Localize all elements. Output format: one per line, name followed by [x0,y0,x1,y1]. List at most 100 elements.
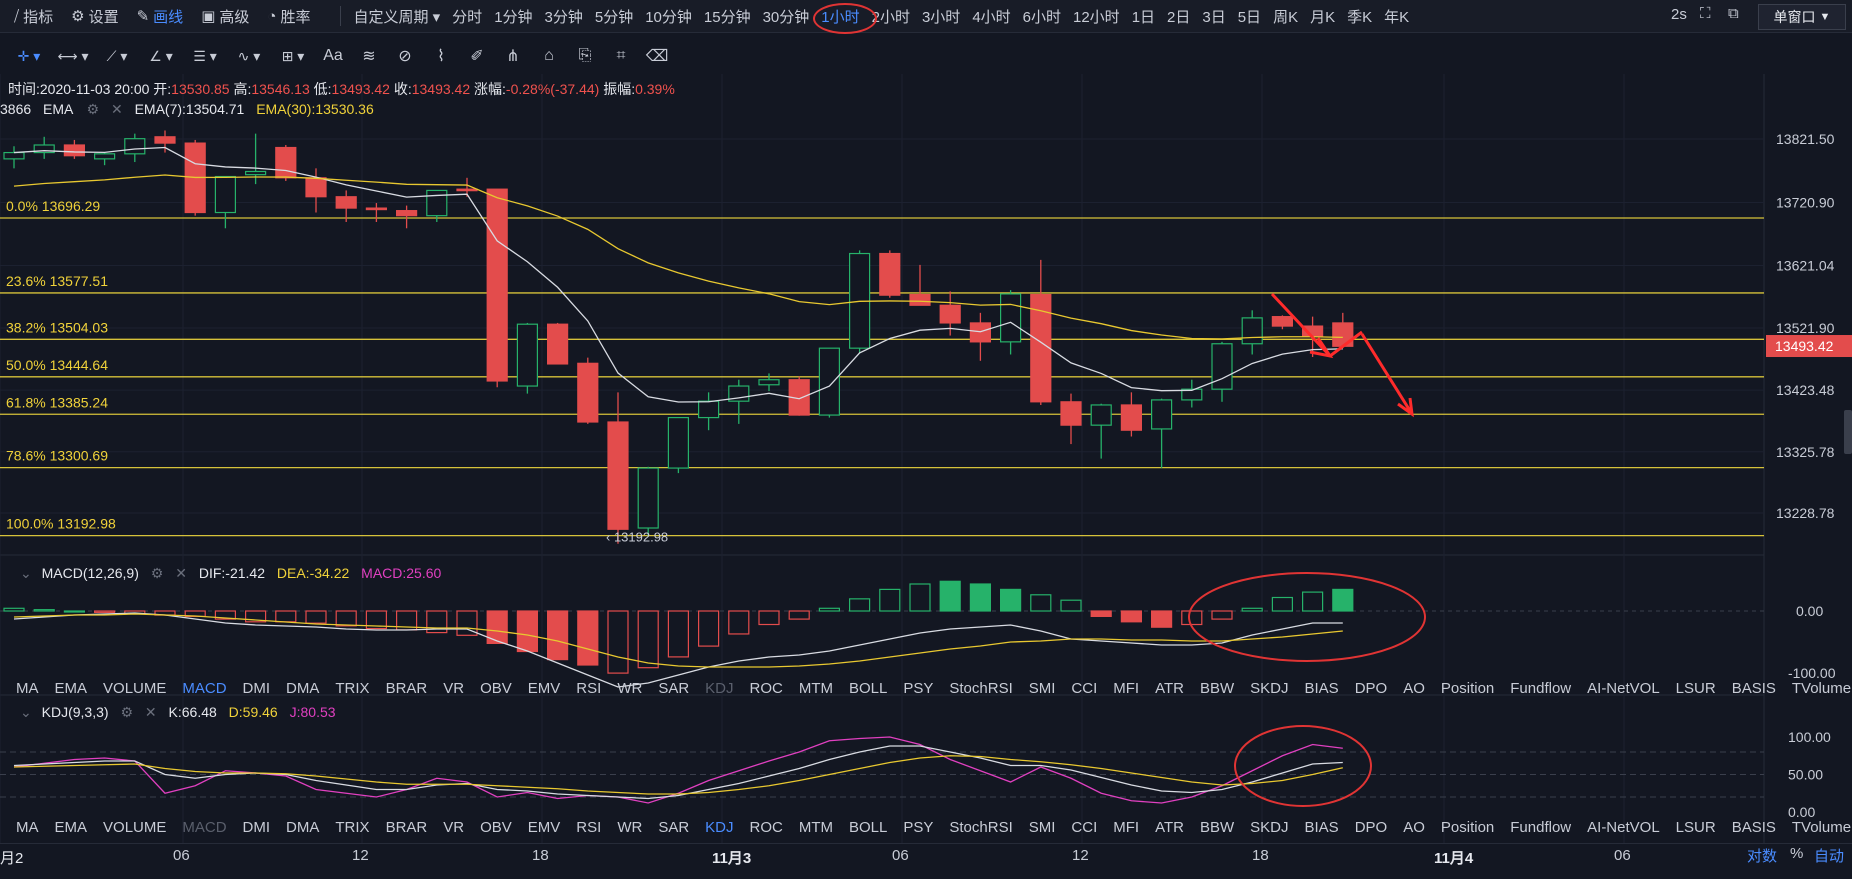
indicator-tab-boll[interactable]: BOLL [849,818,888,836]
indicator-tab-volume[interactable]: VOLUME [103,679,167,697]
indicator-tab-mtm[interactable]: MTM [798,679,833,697]
log-scale-toggle[interactable]: 对数 [1747,848,1778,865]
gann-icon[interactable]: ⋔ [506,48,520,65]
indicator-tab-skdj[interactable]: SKDJ [1250,818,1289,836]
indicator-tab-dmi[interactable]: DMI [242,679,271,697]
horizontal-line-icon[interactable]: ⟷ ▾ [57,47,89,64]
period-9[interactable]: 3小时 [921,8,961,26]
indicator-tab-trix[interactable]: TRIX [335,679,370,697]
crosshair-icon[interactable]: ✛ ▾ [17,47,41,64]
period-20[interactable]: 年K [1384,8,1410,26]
fib-icon[interactable]: ≋ [362,48,376,65]
indicator-tab-lsur[interactable]: LSUR [1675,679,1716,697]
angle-icon[interactable]: ∠ ▾ [149,47,173,64]
period-2[interactable]: 3分钟 [544,8,583,26]
window-mode-select[interactable]: 单窗口 ▼ [1758,4,1846,30]
period-5[interactable]: 15分钟 [703,8,751,26]
collapse-icon[interactable]: ⌄ [20,565,32,581]
menu-gauge[interactable]: ◔ 胜率 [267,7,311,26]
indicator-tab-obv[interactable]: OBV [480,818,512,836]
indicator-tab-smi[interactable]: SMI [1028,679,1056,697]
magnet-icon[interactable]: ⊘ [398,48,412,65]
period-12[interactable]: 12小时 [1073,8,1120,26]
menu-line-chart[interactable]: ⧸ 指标 [14,7,54,26]
indicator-tab-ao[interactable]: AO [1403,818,1425,836]
indicator-tab-mfi[interactable]: MFI [1113,818,1140,836]
period-3[interactable]: 5分钟 [594,8,634,26]
refresh-interval[interactable]: 2s [1671,6,1687,23]
indicator-tab-ma[interactable]: MA [16,679,39,697]
parallel-lines-icon[interactable]: ☰ ▾ [193,47,217,64]
custom-period-select[interactable]: 自定义周期 ▾ [353,8,441,26]
indicator-tab-ma[interactable]: MA [16,818,39,836]
indicator-tab-kdj[interactable]: KDJ [705,679,734,697]
period-19[interactable]: 季K [1347,8,1373,26]
indicator-tab-macd[interactable]: MACD [182,818,227,836]
period-18[interactable]: 月K [1310,8,1336,26]
indicator-tab-ema[interactable]: EMA [54,679,88,697]
indicator-tab-stochrsi[interactable]: StochRSI [949,679,1013,697]
indicator-tab-ema[interactable]: EMA [54,818,88,836]
indicator-tab-basis[interactable]: BASIS [1731,818,1776,836]
indicator-tab-mtm[interactable]: MTM [798,818,833,836]
menu-pencil[interactable]: ✎ 画线 [136,8,184,26]
indicator-tab-psy[interactable]: PSY [903,679,934,697]
period-14[interactable]: 2日 [1167,8,1191,26]
text-icon[interactable]: Aa [323,47,343,64]
indicator-tab-emv[interactable]: EMV [527,679,561,697]
indicator-tab-atr[interactable]: ATR [1155,679,1184,697]
indicator-tab-ai-netvol[interactable]: AI-NetVOL [1587,818,1660,836]
period-11[interactable]: 6小时 [1022,8,1061,26]
wave-icon[interactable]: ∿ ▾ [237,47,261,64]
indicator-tab-fundflow[interactable]: Fundflow [1510,818,1572,836]
period-16[interactable]: 5日 [1237,8,1262,26]
indicator-tab-macd[interactable]: MACD [182,679,227,697]
indicator-tab-tvolume[interactable]: TVolume [1791,679,1852,697]
settings-icon[interactable]: ⚙ [150,565,164,581]
indicator-tab-brar[interactable]: BRAR [385,818,428,836]
indicator-tab-stochrsi[interactable]: StochRSI [949,818,1013,836]
close-icon[interactable]: ✕ [175,565,187,581]
fullscreen-icon[interactable]: ⛶ [1700,5,1711,22]
period-10[interactable]: 4小时 [972,8,1011,26]
period-0[interactable]: 分时 [452,8,483,26]
indicator-tab-rsi[interactable]: RSI [576,818,602,836]
indicator-tab-bias[interactable]: BIAS [1304,679,1339,697]
lock-icon[interactable]: ⌂ [544,47,554,64]
indicator-tab-wr[interactable]: WR [617,679,643,697]
indicator-tab-emv[interactable]: EMV [527,818,561,836]
indicator-tab-brar[interactable]: BRAR [385,679,428,697]
indicator-tab-wr[interactable]: WR [617,818,643,836]
close-icon[interactable]: ✕ [110,101,123,117]
indicator-tab-dma[interactable]: DMA [286,679,320,697]
indicator-tab-obv[interactable]: OBV [480,679,512,697]
indicator-tab-rsi[interactable]: RSI [576,679,602,697]
indicator-tab-dmi[interactable]: DMI [242,818,271,836]
indicator-tab-ai-netvol[interactable]: AI-NetVOL [1587,679,1660,697]
indicator-tab-fundflow[interactable]: Fundflow [1510,679,1572,697]
indicator-tab-dpo[interactable]: DPO [1354,818,1388,836]
indicator-tab-dma[interactable]: DMA [286,818,320,836]
ruler-icon[interactable]: ⌇ [437,48,445,65]
period-4[interactable]: 10分钟 [645,8,692,26]
period-17[interactable]: 周K [1273,8,1299,26]
percent-scale-toggle[interactable]: % [1790,845,1804,862]
indicator-tab-sar[interactable]: SAR [658,818,690,836]
indicator-tab-dpo[interactable]: DPO [1354,679,1388,697]
menu-gear[interactable]: ⚙ 设置 [71,8,119,26]
indicator-tab-boll[interactable]: BOLL [849,679,888,697]
period-1[interactable]: 1分钟 [494,8,533,26]
indicator-tab-ao[interactable]: AO [1403,679,1425,697]
copy-icon[interactable]: ⎘ [578,47,592,64]
close-icon[interactable]: ✕ [144,704,157,720]
period-6[interactable]: 30分钟 [762,8,810,26]
collapse-icon[interactable]: ⌄ [20,704,32,720]
indicator-tab-mfi[interactable]: MFI [1113,679,1140,697]
brush-icon[interactable]: ✐ [470,48,484,65]
settings-icon[interactable]: ⚙ [120,704,133,720]
indicator-tab-cci[interactable]: CCI [1071,818,1098,836]
indicator-tab-cci[interactable]: CCI [1071,679,1098,697]
indicator-tab-basis[interactable]: BASIS [1731,679,1776,697]
period-15[interactable]: 3日 [1202,8,1226,26]
